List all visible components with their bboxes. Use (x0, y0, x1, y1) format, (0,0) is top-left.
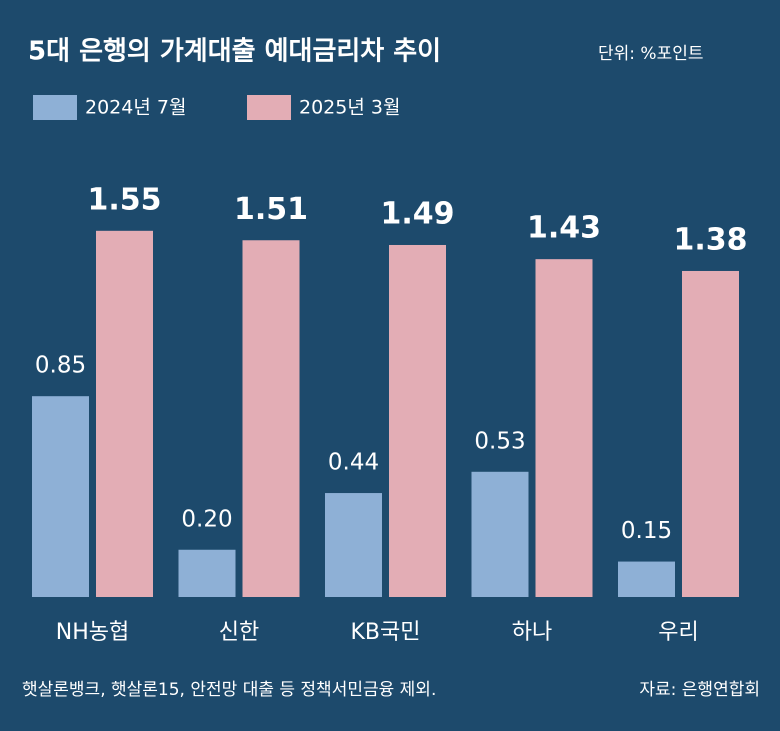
bar (96, 230, 153, 597)
legend-swatch (33, 95, 77, 120)
value-label: 0.20 (181, 506, 232, 532)
value-label: 1.55 (87, 182, 161, 217)
legend-label: 2024년 7월 (85, 97, 186, 119)
bar (471, 471, 529, 597)
value-label: 1.49 (380, 196, 454, 231)
x-tick-label: 하나 (512, 620, 552, 645)
bar (682, 270, 739, 597)
chart-title: 5대 은행의 가계대출 예대금리차 추이 (28, 37, 441, 67)
x-tick-label: 신한 (219, 620, 259, 645)
bar (242, 240, 300, 597)
legend-swatch (247, 95, 291, 120)
value-label: 1.43 (527, 211, 601, 246)
value-label: 1.38 (673, 222, 747, 257)
legend-label: 2025년 3월 (299, 97, 400, 119)
bar (178, 549, 236, 597)
bar (389, 244, 446, 598)
bar (325, 493, 382, 597)
x-tick-label: KB국민 (351, 620, 421, 645)
value-label: 0.15 (621, 518, 672, 544)
bar (32, 396, 89, 597)
source: 자료: 은행연합회 (639, 680, 760, 700)
bar (618, 561, 675, 597)
value-label: 1.51 (234, 192, 308, 227)
chart-subtitle: 단위: %포인트 (598, 44, 704, 64)
x-tick-label: NH농협 (56, 620, 129, 645)
value-label: 0.53 (474, 428, 525, 454)
x-tick-label: 우리 (658, 620, 698, 645)
value-label: 0.85 (35, 353, 86, 379)
value-label: 0.44 (328, 450, 379, 476)
bar (535, 259, 593, 597)
footnote: 햇살론뱅크, 햇살론15, 안전망 대출 등 정책서민금융 제외. (22, 680, 436, 700)
